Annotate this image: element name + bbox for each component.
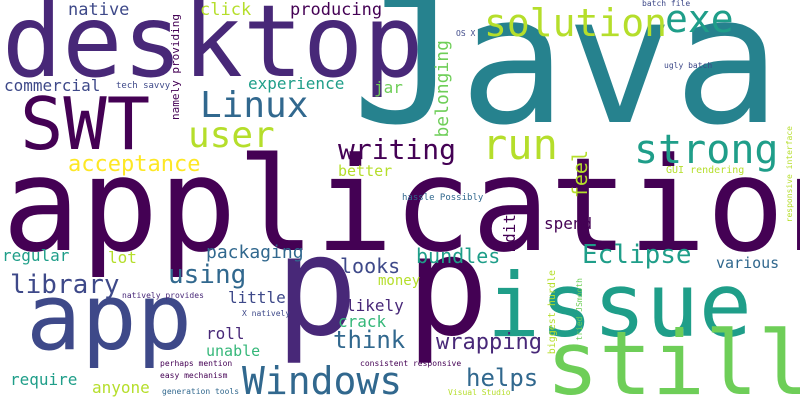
word-library: library [10,270,120,300]
word-likely: likely [346,296,404,315]
word-think: think [333,326,406,354]
word-responsive-interface: responsive interface [785,126,794,223]
word-acceptance: acceptance [68,152,201,177]
word-namely-providing: namely providing [169,14,182,120]
word-x-natively: X natively [242,309,291,318]
word-still: still [546,312,800,400]
word-lot: lot [108,248,137,267]
word-jar: jar [374,78,403,97]
word-application: application [2,129,800,281]
word-click: click [200,0,252,20]
word-using: using [168,260,247,290]
word-producing: producing [290,0,383,20]
word-experience: experience [248,74,345,93]
word-windows: Windows [242,359,403,400]
word-edit: Edit [500,214,519,253]
word-bundles: bundles [416,244,501,268]
word-various: various [716,254,780,272]
word-easy-mechanism: easy mechanism [160,371,228,380]
word-looks: looks [340,254,401,278]
word-wrapping: wrapping [436,330,542,355]
word-strong: strong [634,127,779,173]
word-little: little [228,288,286,307]
word-p-1: p [275,206,359,367]
word-regular: regular [2,246,70,265]
word-solution: solution [484,1,668,45]
word-run: run [482,120,558,169]
word-app: app [26,264,193,371]
word-tried-jsmooth: tried JSmooth [575,278,584,341]
word-biggest-hurdle: biggest hurdle [547,270,558,355]
word-consistent-responsive: consistent responsive [360,359,462,368]
word-spend: spend [544,214,593,233]
word-belonging: belonging [432,40,453,138]
word-native: native [68,0,130,20]
word-hassle-possibly: hassle Possibly [402,193,484,203]
word-unable: unable [206,342,261,360]
word-exe: exe [665,0,734,41]
word-roll: roll [206,324,245,343]
word-java: Java [352,0,781,164]
word-commercial: commercial [4,76,101,95]
word-tech-savvy: tech savvy [116,81,171,91]
word-packaging: packaging [206,242,304,263]
word-gui-rendering: GUI rendering [666,165,745,176]
word-require: require [10,370,78,389]
word-helps: helps [466,364,539,392]
word-batch-file: batch file [642,0,691,8]
word-linux: Linux [200,85,309,126]
word-ugly-batch: ugly batch [664,61,713,70]
word-os-x: OS X [456,29,476,38]
word-swt: SWT [20,82,151,166]
word-writing: writing [338,133,457,166]
word-perhaps-mention: perhaps mention [160,359,233,368]
word-natively-provides: natively provides [122,291,204,300]
word-better: better [338,162,393,180]
word-user: user [188,115,275,156]
word-eclipse: Eclipse [582,240,692,270]
word-visual-studio: Visual Studio [448,388,511,397]
word-p-2: p [406,206,490,367]
word-issue: issue [487,254,752,357]
word-feel: feel [568,150,592,199]
word-anyone: anyone [92,378,150,397]
word-money: money [378,273,421,289]
word-generation-tools: generation tools [162,387,240,396]
word-desktop: desktop [2,0,424,100]
word-crack: crack [338,312,387,331]
